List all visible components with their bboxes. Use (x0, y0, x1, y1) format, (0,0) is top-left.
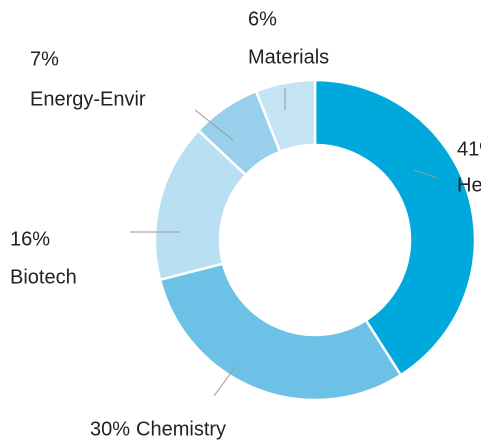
category-label: Chemistry (136, 418, 226, 440)
page: 41% He 30% Chemistry 16% Biotech 7% Energy-Envi… (0, 0, 481, 447)
value-label: 16% (10, 228, 50, 250)
value-label: 41% (457, 138, 481, 160)
category-label: Materials (248, 46, 329, 68)
category-label: He (457, 174, 481, 196)
value-label: 30% (90, 418, 130, 440)
value-label: 7% (30, 48, 59, 70)
category-label: Biotech (10, 266, 77, 288)
chart: 41% He 30% Chemistry 16% Biotech 7% Energy-Envi… (0, 0, 481, 447)
wedge (160, 264, 401, 400)
value-label: 6% (248, 8, 277, 30)
category-label: Energy-Envir (30, 88, 146, 110)
